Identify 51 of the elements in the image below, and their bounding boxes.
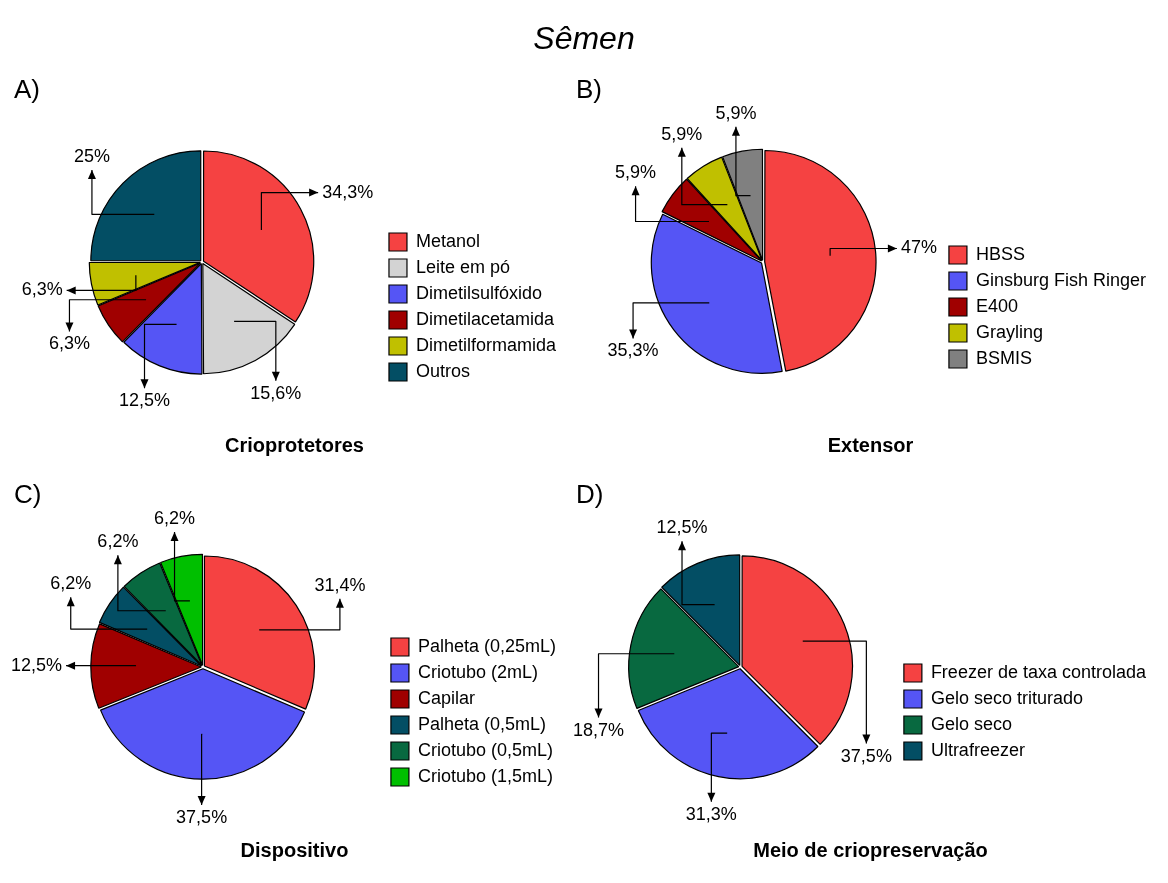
data-label: 37,5%: [176, 806, 228, 827]
data-label: 5,9%: [615, 162, 657, 183]
text: Crioprotetores: [225, 433, 364, 456]
text: A): [14, 74, 40, 105]
legend-label: Criotubo (1,5mL): [417, 765, 553, 786]
text: Dispositivo: [240, 838, 349, 861]
data-label: 12,5%: [118, 390, 171, 411]
legend-label: Grayling: [975, 321, 1043, 342]
data-label: 6,3%: [48, 333, 90, 354]
legend-label: Palheta (0,5mL): [417, 713, 546, 734]
data-label: 6,2%: [97, 531, 139, 552]
data-label: 47%: [900, 237, 937, 258]
legend-label: Criotubo (0,5mL): [417, 739, 553, 760]
data-label: 37,5%: [840, 745, 892, 766]
legend-label: Metanol: [415, 230, 481, 251]
data-label: 31,4%: [314, 574, 366, 595]
text: D): [576, 479, 604, 510]
data-label: 18,7%: [573, 719, 625, 740]
data-label: 5,9%: [715, 102, 757, 123]
text: Extensor: [827, 433, 914, 456]
text: C): [14, 479, 42, 510]
legend-label: Criotubo (2mL): [417, 661, 538, 682]
legend-label: Dimetilformamida: [415, 334, 557, 355]
legend-label: Leite em pó: [415, 256, 511, 277]
data-label: 6,3%: [21, 279, 63, 300]
data-label: 31,3%: [685, 803, 737, 824]
legend-label: Dimetilacetamida: [415, 308, 556, 329]
legend-label: BSMIS: [975, 347, 1032, 368]
data-label: 34,3%: [322, 181, 374, 202]
data-label: 12,5%: [656, 517, 708, 538]
legend-label: Gelo seco: [930, 713, 1012, 734]
legend-label: HBSS: [975, 243, 1025, 264]
legend-label: Freezer de taxa controlada: [930, 661, 1147, 682]
data-label: 5,9%: [661, 123, 703, 144]
text: B): [576, 74, 602, 105]
data-label: 15,6%: [250, 382, 302, 403]
legend-label: Gelo seco triturado: [930, 687, 1083, 708]
data-label: 12,5%: [11, 654, 63, 675]
legend-label: Dimetilsulfóxido: [415, 282, 543, 303]
legend-label: Ginsburg Fish Ringer: [975, 269, 1147, 290]
data-label: 6,2%: [50, 573, 92, 594]
text: Sêmen: [533, 19, 635, 57]
data-label: 35,3%: [607, 340, 659, 361]
data-label: 25%: [73, 145, 110, 166]
legend-label: Ultrafreezer: [930, 739, 1025, 760]
legend-label: Palheta (0,25mL): [417, 635, 556, 656]
text: Meio de criopreservação: [753, 838, 988, 861]
legend-label: Outros: [415, 360, 470, 381]
data-label: 6,2%: [154, 508, 196, 529]
legend-label: Capilar: [417, 687, 475, 708]
legend-label: E400: [975, 295, 1018, 316]
